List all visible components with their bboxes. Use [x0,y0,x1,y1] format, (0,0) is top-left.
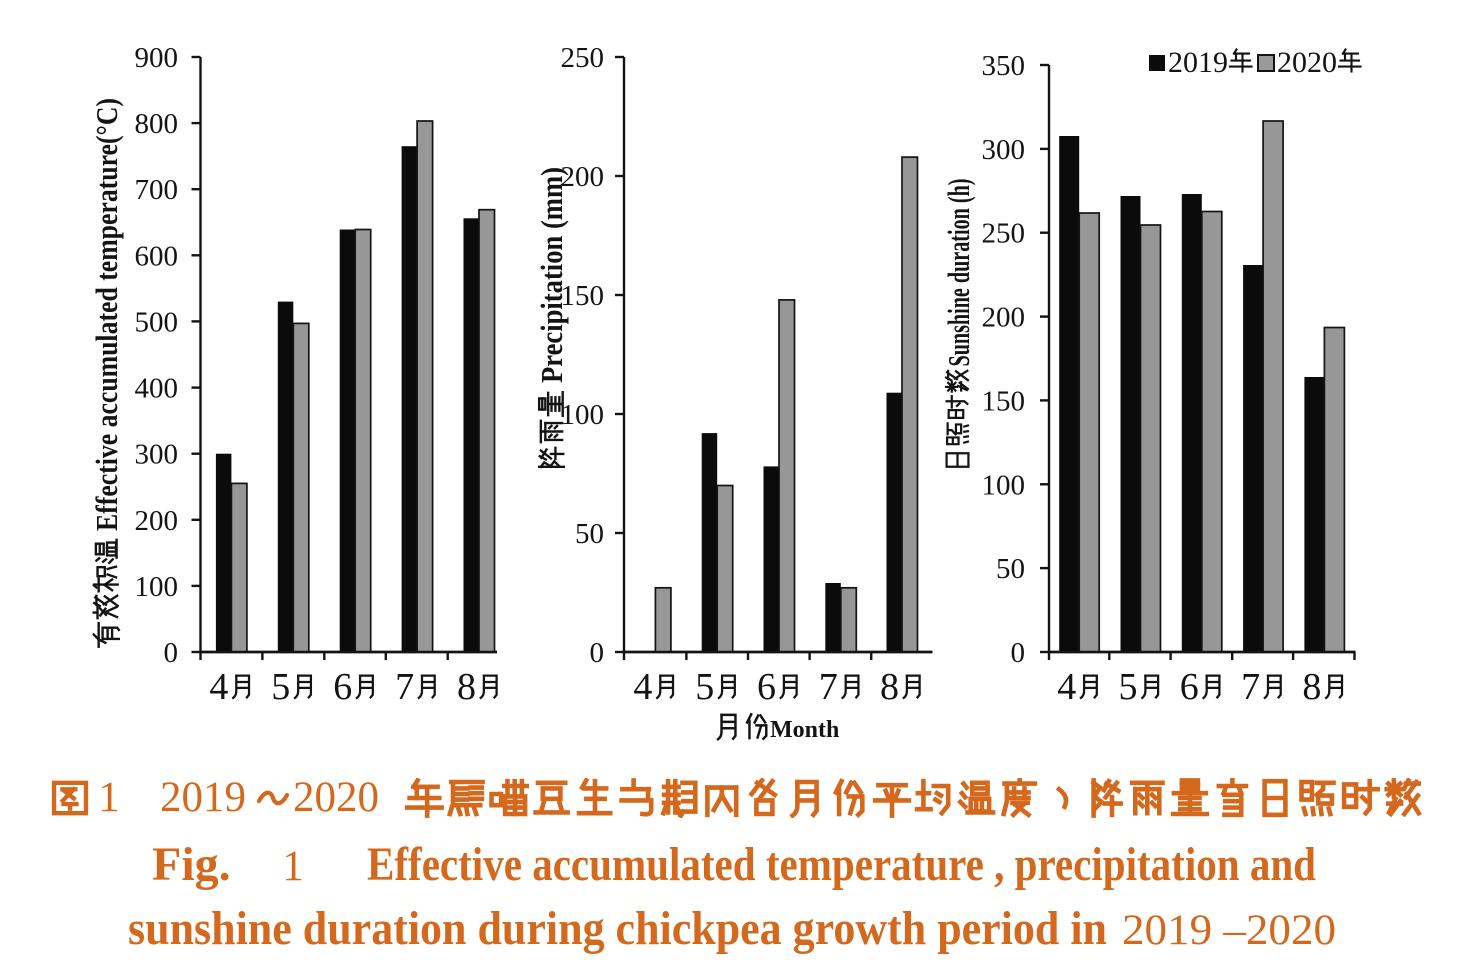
svg-text:500: 500 [135,306,179,338]
svg-text:Sunshine duration (h): Sunshine duration (h) [941,179,976,367]
svg-text:2019: 2019 [160,774,246,821]
svg-text:4: 4 [209,666,228,708]
svg-text:4: 4 [1057,666,1076,708]
svg-text:5: 5 [271,666,290,708]
svg-text:Month: Month [770,717,839,743]
svg-text:6: 6 [757,666,776,708]
svg-text:50: 50 [996,553,1025,585]
svg-text:1: 1 [98,774,120,821]
svg-text:2019 –2020: 2019 –2020 [1122,907,1336,954]
svg-text:5: 5 [695,666,714,708]
svg-text:0: 0 [164,637,179,669]
svg-text:100: 100 [135,571,179,603]
svg-text:150: 150 [561,280,605,312]
svg-text:7: 7 [819,666,838,708]
svg-text:7: 7 [1241,666,1260,708]
svg-text:300: 300 [135,439,179,471]
svg-text:300: 300 [982,134,1026,166]
svg-text:Fig.: Fig. [152,838,231,891]
svg-text:0: 0 [590,637,605,669]
svg-text:8: 8 [880,666,899,708]
svg-text:5: 5 [1119,666,1138,708]
svg-text:4: 4 [633,666,652,708]
svg-text:250: 250 [561,42,605,74]
svg-text:2019: 2019 [1168,46,1228,79]
svg-text:100: 100 [561,399,605,431]
svg-text:600: 600 [135,240,179,272]
svg-text:8: 8 [1302,666,1321,708]
svg-text:100: 100 [982,469,1026,501]
svg-text:Precipitation (mm): Precipitation (mm) [534,167,569,383]
svg-text:350: 350 [982,50,1026,82]
svg-text:200: 200 [561,161,605,193]
svg-text:7: 7 [395,666,414,708]
svg-text:1: 1 [282,843,304,890]
svg-text:0: 0 [1011,637,1026,669]
svg-text:50: 50 [575,518,604,550]
svg-text:900: 900 [135,42,179,74]
svg-text:Effective accumulated temperat: Effective accumulated temperature , prec… [367,838,1316,891]
svg-text:8: 8 [457,666,476,708]
svg-text:Effective accumulated temperat: Effective accumulated temperature(°C) [89,98,124,531]
svg-text:250: 250 [982,218,1026,250]
svg-text:700: 700 [135,174,179,206]
svg-text:200: 200 [982,302,1026,334]
svg-text:150: 150 [982,385,1026,417]
svg-text:2020: 2020 [1277,46,1337,79]
svg-text:400: 400 [135,373,179,405]
svg-text:sunshine duration during chick: sunshine duration during chickpea growth… [128,902,1107,955]
svg-text:6: 6 [333,666,352,708]
svg-text:800: 800 [135,108,179,140]
svg-text:200: 200 [135,505,179,537]
svg-text:6: 6 [1180,666,1199,708]
svg-text:2020: 2020 [293,774,379,821]
